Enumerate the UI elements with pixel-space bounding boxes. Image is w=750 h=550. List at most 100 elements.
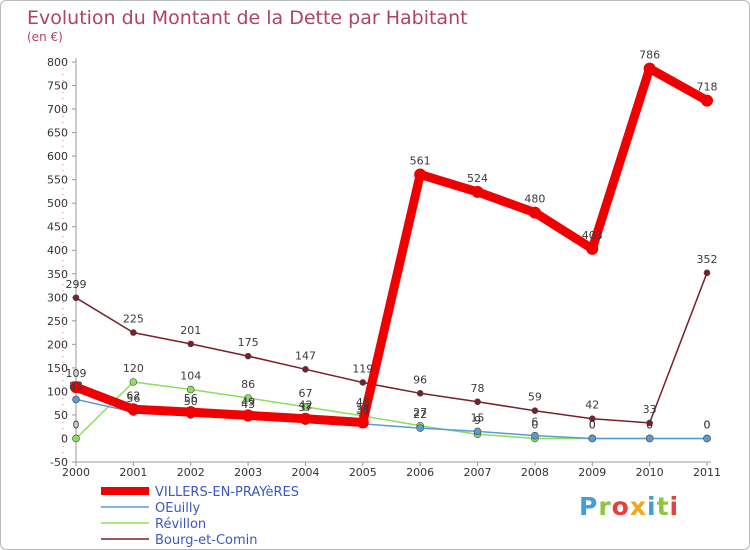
data-point: [531, 407, 539, 415]
brand-letter: x: [630, 492, 647, 521]
data-label: 299: [66, 278, 87, 291]
data-label: 0: [646, 418, 653, 431]
tick-labels: -500501001502002503003504004505005506006…: [47, 56, 721, 479]
data-label: 78: [471, 382, 485, 395]
brand-letter: P: [579, 492, 598, 521]
data-point: [588, 415, 596, 423]
data-point: [187, 340, 195, 348]
data-point: [72, 434, 80, 443]
x-tick-label: 2007: [464, 466, 492, 479]
y-tick-label: 100: [47, 385, 68, 398]
data-point: [127, 403, 140, 416]
brand-letter: i: [647, 492, 657, 521]
data-label: 109: [66, 367, 87, 380]
data-label: 43: [241, 398, 255, 411]
data-point: [186, 385, 195, 394]
data-point: [72, 395, 80, 404]
brand-text: Proxiti: [579, 492, 679, 521]
y-tick-label: 400: [47, 244, 68, 257]
x-tick-label: 2004: [291, 466, 319, 479]
data-label: 0: [589, 418, 596, 431]
brand-letter: o: [612, 492, 630, 521]
data-point: [473, 427, 482, 436]
data-point: [588, 434, 597, 443]
legend-label: OEuilly: [155, 501, 201, 516]
data-label: 524: [467, 172, 488, 185]
y-tick-label: 800: [47, 56, 68, 69]
data-point: [414, 168, 427, 181]
data-point: [242, 409, 255, 422]
data-label: 83: [69, 379, 83, 392]
data-label: 201: [180, 324, 201, 337]
y-tick-label: 200: [47, 338, 68, 351]
data-label: 0: [73, 418, 80, 431]
series-group: [70, 62, 713, 443]
series-line-1: [75, 398, 707, 440]
x-tick-label: 2000: [62, 466, 90, 479]
x-tick-label: 2010: [636, 466, 664, 479]
data-label: 96: [413, 373, 427, 386]
x-tick-label: 2001: [119, 466, 147, 479]
data-label: 22: [413, 408, 427, 421]
data-point: [646, 419, 653, 427]
data-label: 403: [582, 229, 603, 242]
data-point: [129, 378, 138, 386]
data-point: [643, 62, 656, 75]
data-point: [301, 403, 310, 411]
x-tick-label: 2008: [521, 466, 549, 479]
legend: VILLERS-EN-PRAYèRESOEuillyRévillonBourg-…: [101, 485, 299, 548]
data-point: [416, 389, 424, 397]
data-label: 0: [646, 418, 653, 431]
data-label: 561: [410, 154, 431, 167]
y-tick-label: 600: [47, 150, 68, 163]
y-tick-label: 500: [47, 197, 68, 210]
data-point: [356, 416, 369, 429]
data-point: [703, 269, 711, 277]
data-point: [72, 294, 80, 302]
data-label: 9: [474, 414, 481, 427]
data-label: 15: [471, 411, 485, 424]
data-label: 175: [238, 336, 259, 349]
brand-letter: r: [598, 492, 611, 521]
y-tick-label: 50: [54, 409, 68, 422]
y-tick-label: 300: [47, 291, 68, 304]
data-label: 49: [241, 395, 255, 408]
data-point: [645, 434, 654, 443]
data-label: 147: [295, 349, 316, 362]
data-point: [302, 365, 309, 373]
data-label: 56: [184, 392, 198, 405]
data-point: [244, 352, 252, 360]
y-tick-label: 550: [47, 174, 68, 187]
data-label: 0: [531, 418, 538, 431]
legend-label: Révillon: [155, 517, 206, 532]
y-tick-label: 650: [47, 127, 68, 140]
data-label: 120: [123, 362, 144, 375]
data-label: 42: [585, 399, 599, 412]
data-label: 37: [298, 401, 312, 414]
y-tick-label: 350: [47, 268, 68, 281]
y-tick-label: 750: [47, 80, 68, 93]
data-label: 718: [697, 81, 718, 94]
series-line-3: [75, 272, 708, 424]
x-tick-label: 2011: [693, 466, 721, 479]
brand-letter: t: [657, 492, 670, 521]
data-label: 67: [298, 387, 312, 400]
x-tick-label: 2005: [349, 466, 377, 479]
y-tick-label: 450: [47, 221, 68, 234]
data-point: [244, 394, 252, 402]
data-point: [70, 381, 82, 394]
proxiti-logo: Proxiti: [579, 492, 679, 521]
data-label: 27: [413, 406, 427, 419]
data-label: 104: [180, 370, 201, 383]
x-tick-label: 2009: [578, 466, 606, 479]
x-tick-label: 2002: [177, 466, 205, 479]
data-label: 786: [639, 49, 660, 62]
data-point: [703, 434, 711, 443]
data-point: [531, 431, 539, 440]
data-label: 56: [126, 392, 140, 405]
data-point: [299, 412, 312, 425]
data-label: 86: [241, 378, 255, 391]
